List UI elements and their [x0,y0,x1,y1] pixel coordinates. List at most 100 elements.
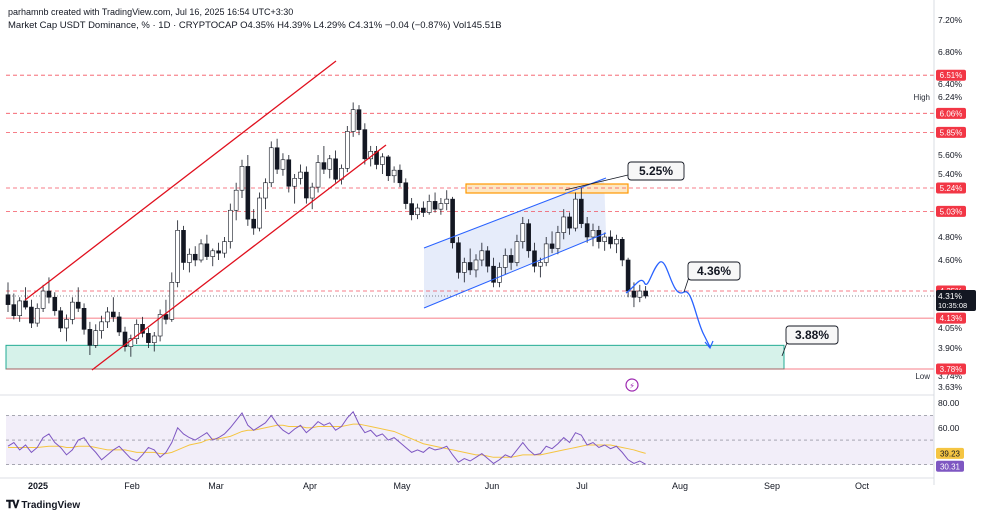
candle-body [105,311,110,323]
price-level-badge [936,126,966,138]
candle-body [415,207,420,216]
candle-body [344,131,350,169]
candle-body [52,296,58,312]
candle-body [543,243,549,263]
price-level-badge-label: 5.85% [940,128,963,137]
projection-arrow-icon [704,340,714,350]
candle-body [602,236,608,242]
time-tick-label: Sep [764,481,780,491]
candle-body [584,223,590,238]
candle-body [298,171,303,179]
candle-body [350,109,356,132]
candle-body [163,314,169,320]
symbol-legend[interactable]: Market Cap USDT Dominance, % · 1D · CRYP… [8,20,502,31]
rising-channel-upper [423,177,607,249]
callout-box [627,161,685,181]
candles-layer [5,102,648,357]
ohlc-high: H4.39% [277,20,311,31]
ohlc-open: O4.35% [240,20,275,31]
candle-body [321,162,327,170]
high-label: High [914,93,930,102]
price-level-badge-label: 4.13% [940,314,963,323]
zones-layer [5,178,785,370]
countdown-label: 10:35:08 [938,301,967,310]
price-level-badge-label: 3.78% [940,365,963,374]
candle-body [233,189,239,211]
candle-body [146,333,151,343]
candle-body [64,319,69,329]
candle-body [356,109,362,130]
candle-body [93,330,99,346]
price-tick-label: 3.74% [938,371,963,381]
candle-body [216,250,221,254]
candle-body [151,335,157,343]
rsi-tick-label: 60.00 [938,423,960,433]
candle-body [397,169,403,184]
callout-label: 5.25% [639,164,673,178]
time-tick-label: Apr [303,481,317,491]
candle-body [263,182,268,199]
candle-body [280,159,286,170]
channel-upper-line [24,60,337,301]
tradingview-brand[interactable]: 𝐓𝐕 TradingView [6,499,80,512]
attribution-text: parhamnb created with TradingView.com, J… [8,7,294,17]
price-tick-label: 7.20% [938,15,963,25]
candle-body [497,267,502,283]
candle-body [567,216,572,229]
volume: Vol145.51B [453,20,502,31]
candle-body [46,290,52,298]
candle-body [456,242,461,273]
candle-body [508,255,514,263]
candle-body [58,310,63,329]
projection-path [625,261,711,348]
candle-body [40,290,46,309]
ohlc-low: L4.29% [313,20,346,31]
candle-body [549,243,555,249]
price-level-badge-label: 6.06% [940,109,963,118]
brand-name: TradingView [21,500,81,511]
candle-body [268,147,274,184]
candle-body [450,198,455,244]
candle-body [128,338,134,347]
candle-body [87,329,93,346]
low-label: Low [915,372,930,381]
candle-body [204,243,210,257]
candle-body [461,262,467,273]
event-lightning-icon [625,378,639,392]
symbol-title[interactable]: Market Cap USDT Dominance, % · 1D · CRYP… [8,20,238,31]
price-level-badge-label: 5.03% [940,207,963,216]
candle-body [175,230,180,283]
drawings-layer[interactable]: ⚡ 5.25% 4.36% 3.88% [24,60,839,392]
candle-body [70,301,75,320]
current-price-badge [936,290,976,311]
time-tick-label: Jul [576,481,588,491]
price-tick-label: 5.40% [938,169,963,179]
candle-body [573,198,578,229]
tradingview-logo-icon: 𝐓𝐕 [6,499,19,511]
candle-body [619,239,625,261]
candle-body [485,250,491,267]
price-levels-layer [6,74,934,370]
candle-body [403,182,409,204]
labels-layer: 6.51%6.06%5.85%5.24%5.03%4.35%4.13%3.78%… [936,69,976,472]
rsi-pane [0,394,934,465]
candle-body [309,186,315,199]
channel-lower-line [91,144,387,371]
candle-body [116,316,122,333]
candle-body [520,223,526,242]
candle-body [228,209,233,242]
candle-body [222,241,227,254]
rsi-ma-badge [936,447,964,459]
rsi-tick-label: 80.00 [938,398,960,408]
candle-body [333,158,338,180]
candle-body [286,159,292,187]
price-level-badge [936,205,966,217]
time-tick-label: Feb [124,481,140,491]
candle-body [169,282,175,320]
candle-body [409,203,414,216]
price-level-badge-label: 6.51% [940,71,963,80]
price-tick-label: 6.24% [938,92,963,102]
candle-body [29,306,34,324]
price-tick-label: 3.63% [938,382,963,392]
